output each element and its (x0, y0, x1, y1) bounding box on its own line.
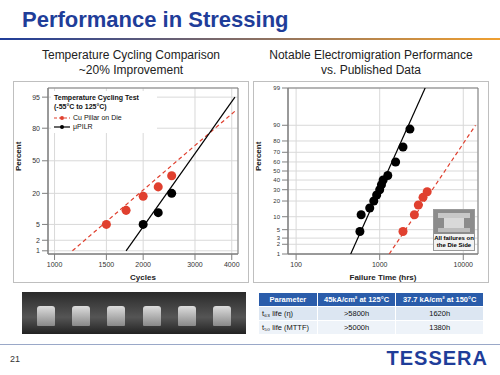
svg-text:90: 90 (273, 122, 280, 128)
svg-text:50: 50 (273, 168, 280, 174)
svg-text:4000: 4000 (224, 261, 240, 268)
svg-text:30: 30 (273, 187, 280, 193)
html-text:21: 21 (10, 354, 20, 364)
svg-text:80: 80 (32, 125, 40, 132)
html-text:~20% Improvement: ~20% Improvement (78, 63, 184, 77)
html-text:>5800h: >5800h (343, 309, 370, 318)
svg-text:100: 100 (290, 261, 302, 268)
html-text:Parameter: Parameter (269, 295, 307, 304)
svg-text:Cycles: Cycles (130, 273, 156, 282)
html-text:t₆₃ life (η): t₆₃ life (η) (262, 309, 294, 318)
html-text:1620h: 1620h (429, 309, 451, 318)
svg-text:Percent: Percent (254, 141, 263, 171)
svg-text:10: 10 (273, 214, 280, 220)
svg-text:50: 50 (32, 157, 40, 164)
html-text:1380h: 1380h (429, 323, 451, 332)
svg-text:Percent: Percent (14, 141, 23, 171)
html-text:45kA/cm² at 125°C: 45kA/cm² at 125°C (324, 295, 390, 304)
svg-text:1: 1 (277, 251, 281, 257)
html-text:Performance in Stressing: Performance in Stressing (22, 7, 289, 32)
svg-text:20: 20 (32, 190, 40, 197)
svg-text:5: 5 (277, 227, 281, 233)
svg-text:40: 40 (273, 177, 280, 183)
svg-text:Failure Time (hrs): Failure Time (hrs) (350, 273, 417, 282)
svg-text:5: 5 (36, 221, 40, 228)
html-text:Notable Electromigration Perfo: Notable Electromigration Performance vs.… (269, 48, 473, 77)
svg-text:2: 2 (36, 237, 40, 244)
html-text:TESSERA: TESSERA (386, 347, 488, 369)
svg-text:70: 70 (273, 149, 280, 155)
svg-text:2: 2 (277, 241, 281, 247)
html-text:Temperature Cycling Test (-55°: Temperature Cycling Test (-55°C to 125°C… (54, 94, 139, 110)
html-text:Cu Pillar on Die: Cu Pillar on Die (73, 114, 122, 121)
svg-text:60: 60 (273, 159, 280, 165)
html-text:37.7 kA/cm² at 150°C: 37.7 kA/cm² at 150°C (402, 295, 477, 304)
html-text:All failures on the Die Side: All failures on the Die Side (434, 235, 474, 248)
svg-text:1000: 1000 (47, 261, 63, 268)
svg-text:1500: 1500 (99, 261, 115, 268)
svg-text:1000: 1000 (372, 261, 388, 268)
html-text:t₅₀ life (MTTF): t₅₀ life (MTTF) (262, 323, 309, 332)
svg-text:80: 80 (273, 138, 280, 144)
html-text:μPILR: μPILR (73, 123, 93, 130)
svg-text:1: 1 (36, 247, 40, 254)
svg-text:10000: 10000 (454, 261, 474, 268)
html-text:Temperature Cycling Comparison: Temperature Cycling Comparison (42, 48, 220, 62)
svg-text:99: 99 (273, 85, 280, 91)
html-text:>5000h: >5000h (343, 323, 370, 332)
svg-text:95: 95 (32, 94, 40, 101)
svg-text:3: 3 (277, 235, 281, 241)
svg-text:2000: 2000 (135, 261, 151, 268)
svg-text:3000: 3000 (187, 261, 203, 268)
svg-text:20: 20 (273, 198, 280, 204)
